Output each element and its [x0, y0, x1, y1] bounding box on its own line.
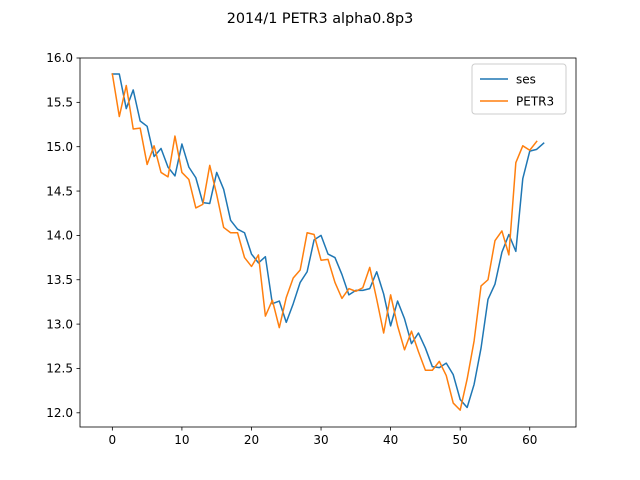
y-tick-label: 13.0	[46, 317, 73, 331]
series-line-ses	[111, 73, 545, 409]
x-tick-label: 0	[109, 433, 117, 447]
x-tick-label: 50	[453, 433, 468, 447]
y-tick-label: 14.0	[46, 229, 73, 243]
legend-label-petr3: PETR3	[516, 94, 554, 108]
y-tick-label: 15.0	[46, 140, 73, 154]
y-tick-label: 15.5	[46, 96, 73, 110]
x-tick-label: 30	[313, 433, 328, 447]
y-tick-label: 12.0	[46, 406, 73, 420]
plot-area: 0 10 20 30 40 50 60 12.0 12.5 13.0 13.5 14.0 14.5 15.…	[46, 51, 577, 447]
chart-title: 2014/1 PETR3 alpha0.8p3	[227, 11, 414, 27]
y-tick-label: 13.5	[46, 273, 73, 287]
x-tick-label: 20	[244, 433, 259, 447]
y-tick-label: 14.5	[46, 184, 73, 198]
axes-frame	[79, 57, 577, 428]
y-tick-label: 12.5	[46, 362, 73, 376]
legend-label-ses: ses	[516, 72, 536, 86]
series-line-petr3	[111, 73, 538, 411]
x-tick-label: 10	[174, 433, 189, 447]
x-tick-label: 40	[383, 433, 398, 447]
x-tick-label: 60	[522, 433, 537, 447]
y-tick-label: 16.0	[46, 51, 73, 65]
